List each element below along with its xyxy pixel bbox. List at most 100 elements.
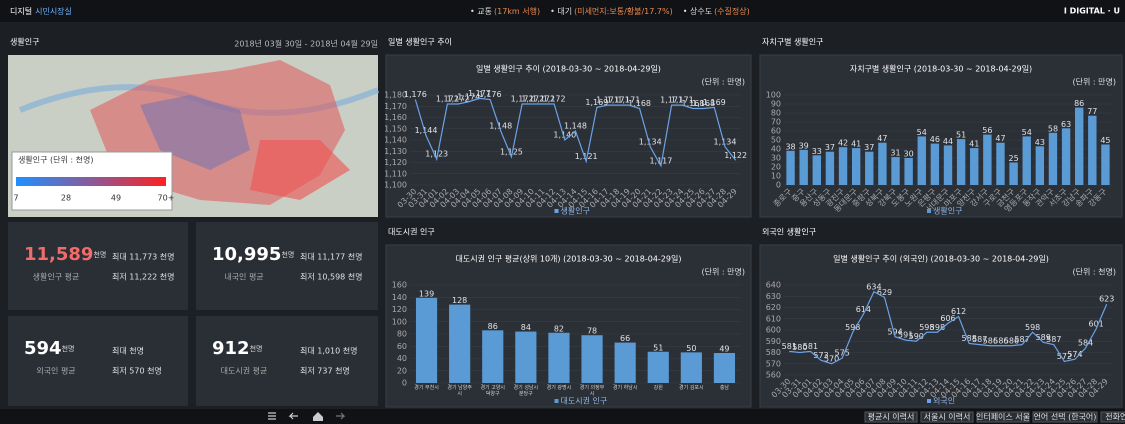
stat-label: 내국인 평균 — [224, 272, 263, 282]
stat-number: 594 — [24, 338, 62, 359]
stat-unit: 천명 — [62, 344, 75, 353]
panel-title: 생활인구 — [10, 37, 39, 47]
bar — [1088, 115, 1097, 185]
value-label: 581 — [803, 342, 818, 351]
footer-button[interactable] — [1032, 411, 1098, 423]
value-label: 41 — [969, 140, 979, 149]
y-tick-label: 640 — [766, 281, 781, 290]
stat-card — [196, 316, 378, 406]
y-tick-label: 620 — [766, 303, 781, 312]
bar — [865, 151, 874, 185]
y-tick-label: 590 — [766, 337, 781, 346]
value-label: 37 — [825, 143, 835, 152]
bar — [548, 332, 570, 383]
value-label: 598 — [845, 323, 860, 332]
y-tick-label: 140 — [392, 293, 407, 302]
bar — [956, 139, 966, 185]
value-label: 1,134 — [714, 137, 737, 146]
chart-unit: (단위 : 만명) — [702, 267, 745, 277]
footer-button-label[interactable]: 인터페이스 서울 — [976, 412, 1030, 422]
value-label: 588 — [962, 334, 977, 343]
value-label: 1,117 — [649, 156, 672, 165]
legend-swatch — [554, 399, 559, 403]
footer-button-label[interactable]: 언어 선택 (한국어) — [1034, 412, 1097, 422]
bar — [415, 297, 438, 383]
value-label: 37 — [864, 143, 874, 152]
stat-min: 최저 10,598 천명 — [300, 272, 363, 282]
value-label: 58 — [1048, 124, 1058, 133]
line — [789, 290, 1108, 365]
footer-button[interactable] — [976, 411, 1030, 423]
legend-swatch — [927, 399, 931, 403]
y-tick-label: 1,170 — [384, 102, 407, 111]
value-label: 1,176 — [404, 90, 427, 99]
stat-max: 최대 11,773 천명 — [112, 252, 175, 262]
bar — [799, 149, 808, 185]
footer-button-label[interactable]: 전화연결 — [1105, 412, 1125, 422]
value-label: 54 — [1022, 128, 1032, 137]
stat-min: 최저 737 천명 — [300, 366, 350, 376]
y-tick-label: 100 — [766, 91, 781, 100]
chart-box — [759, 54, 1123, 218]
footer-button-label[interactable]: 서울시 이력서 — [924, 412, 971, 422]
value-label: 574 — [1067, 350, 1082, 359]
bar — [713, 352, 736, 383]
value-label: 1,169 — [585, 98, 608, 107]
legend-swatch — [554, 209, 559, 213]
bar — [983, 134, 992, 185]
value-label: 31 — [890, 149, 900, 158]
value-label: 63 — [1061, 120, 1071, 129]
value-label: 139 — [419, 289, 434, 298]
value-label: 570 — [824, 354, 839, 363]
stat-value: 912천명 — [212, 338, 262, 359]
y-tick-label: 80 — [771, 109, 781, 118]
bar — [647, 351, 669, 383]
chart-title: 대도시권 인구 평균(상위 10개) (2018-03-30 ~ 2018-04… — [456, 254, 682, 264]
footer-button-label[interactable]: 평균시 이력서 — [868, 412, 915, 422]
value-label: 25 — [1009, 154, 1019, 163]
value-label: 1,174 — [457, 92, 480, 101]
value-label: 1,168 — [628, 99, 651, 108]
line — [414, 97, 737, 168]
stat-value: 11,589천명 — [24, 244, 106, 265]
x-tick-label: 경기 김포시 — [679, 385, 704, 391]
brand: 디지털 시민시장실 — [10, 6, 72, 16]
value-label: 1,172 — [521, 95, 544, 104]
bar — [930, 143, 940, 185]
value-label: 1,171 — [596, 96, 619, 105]
chart-title: 일별 생활인구 추이 (2018-03-30 ~ 2018-04-29일) — [476, 64, 661, 74]
x-tick-label: 경기 부천시 — [414, 385, 439, 391]
chart-unit: (단위 : 만명) — [702, 77, 745, 87]
nav-icons[interactable] — [268, 412, 346, 421]
y-tick-label: 40 — [771, 145, 781, 154]
value-label: 1,144 — [415, 126, 438, 135]
value-label: 44 — [943, 137, 953, 146]
y-tick-label: 610 — [766, 314, 781, 323]
x-tick-label: 경기 성남시 분당구 — [513, 385, 539, 397]
x-tick-label: 경기 의정부시 — [579, 385, 605, 397]
footer-button[interactable] — [1100, 411, 1125, 423]
section-title: 일별 생활인구 추이 — [388, 37, 452, 47]
status-detail: (17km 서행) — [494, 6, 540, 16]
value-label: 47 — [995, 134, 1005, 143]
footer-button[interactable] — [864, 411, 918, 423]
value-label: 1,176 — [479, 90, 502, 99]
value-label: 1,134 — [639, 137, 662, 146]
stat-value: 10,995천명 — [212, 244, 294, 265]
stat-value: 594천명 — [24, 338, 74, 359]
map-legend-bar — [16, 177, 166, 186]
footer-button[interactable] — [920, 411, 974, 423]
value-label: 86 — [1074, 99, 1084, 108]
bar — [614, 342, 636, 383]
value-label: 601 — [1088, 319, 1103, 328]
bar — [786, 150, 795, 185]
section-title: 외국인 생활인구 — [762, 227, 816, 237]
chart-title: 일별 생활인구 추이 (외국인) (2018-03-30 ~ 2018-04-2… — [833, 254, 1049, 264]
bar — [891, 157, 900, 185]
bar — [482, 330, 504, 383]
value-label: 587 — [972, 335, 987, 344]
value-label: 623 — [1099, 295, 1114, 304]
y-tick-label: 70 — [771, 118, 781, 127]
x-tick-label: 경기 고양시 덕양구 — [480, 385, 506, 397]
y-tick-label: 160 — [392, 281, 407, 290]
